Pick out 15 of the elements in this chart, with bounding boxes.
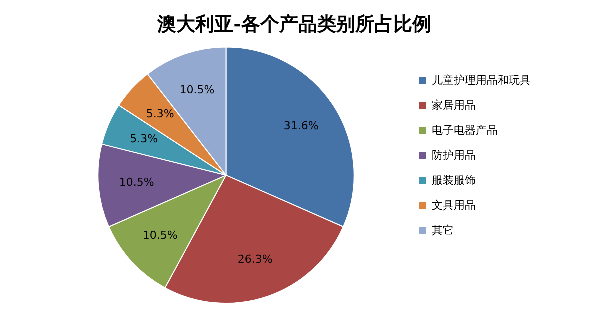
legend-label: 其它 — [432, 224, 454, 237]
legend-label: 文具用品 — [432, 198, 476, 212]
data-label: 10.5% — [180, 83, 215, 96]
data-label: 10.5% — [142, 229, 178, 242]
data-label: 10.5% — [119, 176, 154, 189]
legend-label: 服装服饰 — [432, 174, 476, 187]
legend-label: 防护用品 — [432, 148, 476, 162]
data-label: 26.3% — [238, 253, 273, 266]
legend-label: 家居用品 — [432, 98, 476, 112]
data-label: 31.6% — [284, 119, 319, 132]
legend-label: 电子电器产品 — [432, 124, 498, 137]
data-label: 5.3% — [146, 107, 174, 120]
legend-label: 儿童护理用品和玩具 — [432, 74, 531, 87]
data-label: 5.3% — [130, 132, 158, 146]
chart-title: 澳大利亚-各个产品类别所占比例 — [156, 13, 432, 36]
